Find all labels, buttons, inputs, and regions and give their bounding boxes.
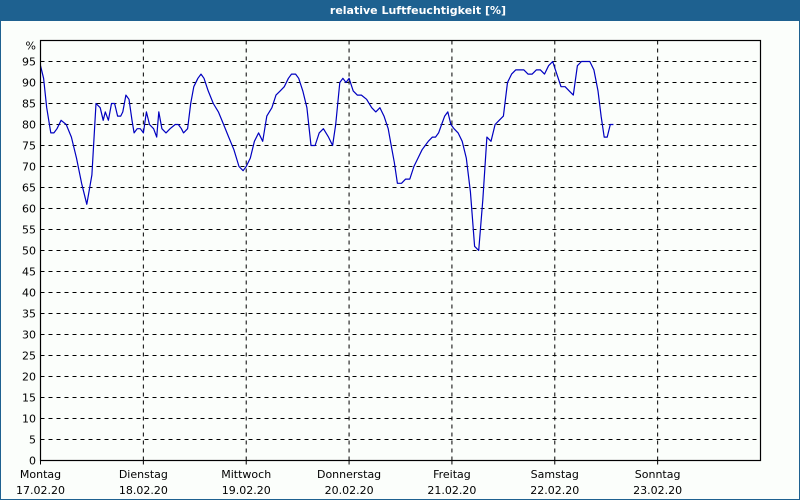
plot-area-border: [39, 39, 762, 462]
y-tick-label: 0: [29, 455, 36, 468]
x-day-label: Dienstag: [119, 468, 168, 481]
y-tick-label: 35: [22, 308, 36, 321]
y-tick-label: 40: [22, 287, 36, 300]
y-tick-label: 45: [22, 266, 36, 279]
humidity-series-line: [39, 60, 614, 252]
chart-title-bar: relative Luftfeuchtigkeit [%]: [1, 1, 800, 21]
x-day-label: Montag: [20, 468, 61, 481]
chart-title: relative Luftfeuchtigkeit [%]: [329, 4, 507, 17]
y-axis: 0 5 10 15 20 25 30 35 40 45 50 55 60 65 70 75 80 85 90 95%: [22, 40, 36, 468]
y-tick-label: 5: [29, 434, 36, 447]
y-tick-label: 15: [22, 392, 36, 405]
x-day-label: Sonntag: [635, 468, 681, 481]
y-tick-label: 60: [22, 203, 36, 216]
grid-lines: [40, 40, 761, 461]
y-tick-label: 70: [22, 161, 36, 174]
x-date-label: 17.02.20: [16, 484, 65, 497]
y-tick-label: 55: [22, 224, 36, 237]
x-date-label: 19.02.20: [222, 484, 271, 497]
y-unit-label: %: [26, 40, 36, 53]
x-day-label: Donnerstag: [317, 468, 381, 481]
y-tick-label: 85: [22, 98, 36, 111]
y-tick-label: 80: [22, 119, 36, 132]
x-date-label: 18.02.20: [119, 484, 168, 497]
x-day-label: Freitag: [433, 468, 471, 481]
y-tick-label: 90: [22, 77, 36, 90]
y-tick-label: 50: [22, 245, 36, 258]
y-tick-label: 20: [22, 371, 36, 384]
x-axis: Montag 17.02.20 Dienstag 18.02.20 Mittwoch 19…: [16, 460, 682, 497]
y-tick-label: 95: [22, 56, 36, 69]
x-date-label: 21.02.20: [427, 484, 476, 497]
x-day-label: Mittwoch: [221, 468, 271, 481]
x-date-label: 23.02.20: [633, 484, 682, 497]
y-tick-label: 30: [22, 329, 36, 342]
y-tick-label: 25: [22, 350, 36, 363]
x-day-label: Samstag: [531, 468, 579, 481]
x-date-label: 20.02.20: [325, 484, 374, 497]
y-tick-label: 65: [22, 182, 36, 195]
x-date-label: 22.02.20: [530, 484, 579, 497]
y-tick-label: 10: [22, 413, 36, 426]
y-tick-label: 75: [22, 140, 36, 153]
